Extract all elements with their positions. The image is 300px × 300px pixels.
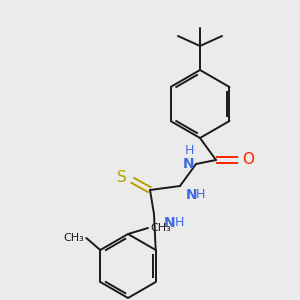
Text: O: O	[242, 152, 254, 167]
Text: N: N	[186, 188, 198, 202]
Text: CH₃: CH₃	[150, 223, 171, 233]
Text: CH₃: CH₃	[64, 233, 84, 243]
Text: H: H	[196, 188, 206, 201]
Text: N: N	[182, 157, 194, 171]
Text: H: H	[184, 144, 194, 157]
Text: S: S	[117, 169, 127, 184]
Text: N: N	[164, 216, 176, 230]
Text: H: H	[175, 216, 184, 229]
